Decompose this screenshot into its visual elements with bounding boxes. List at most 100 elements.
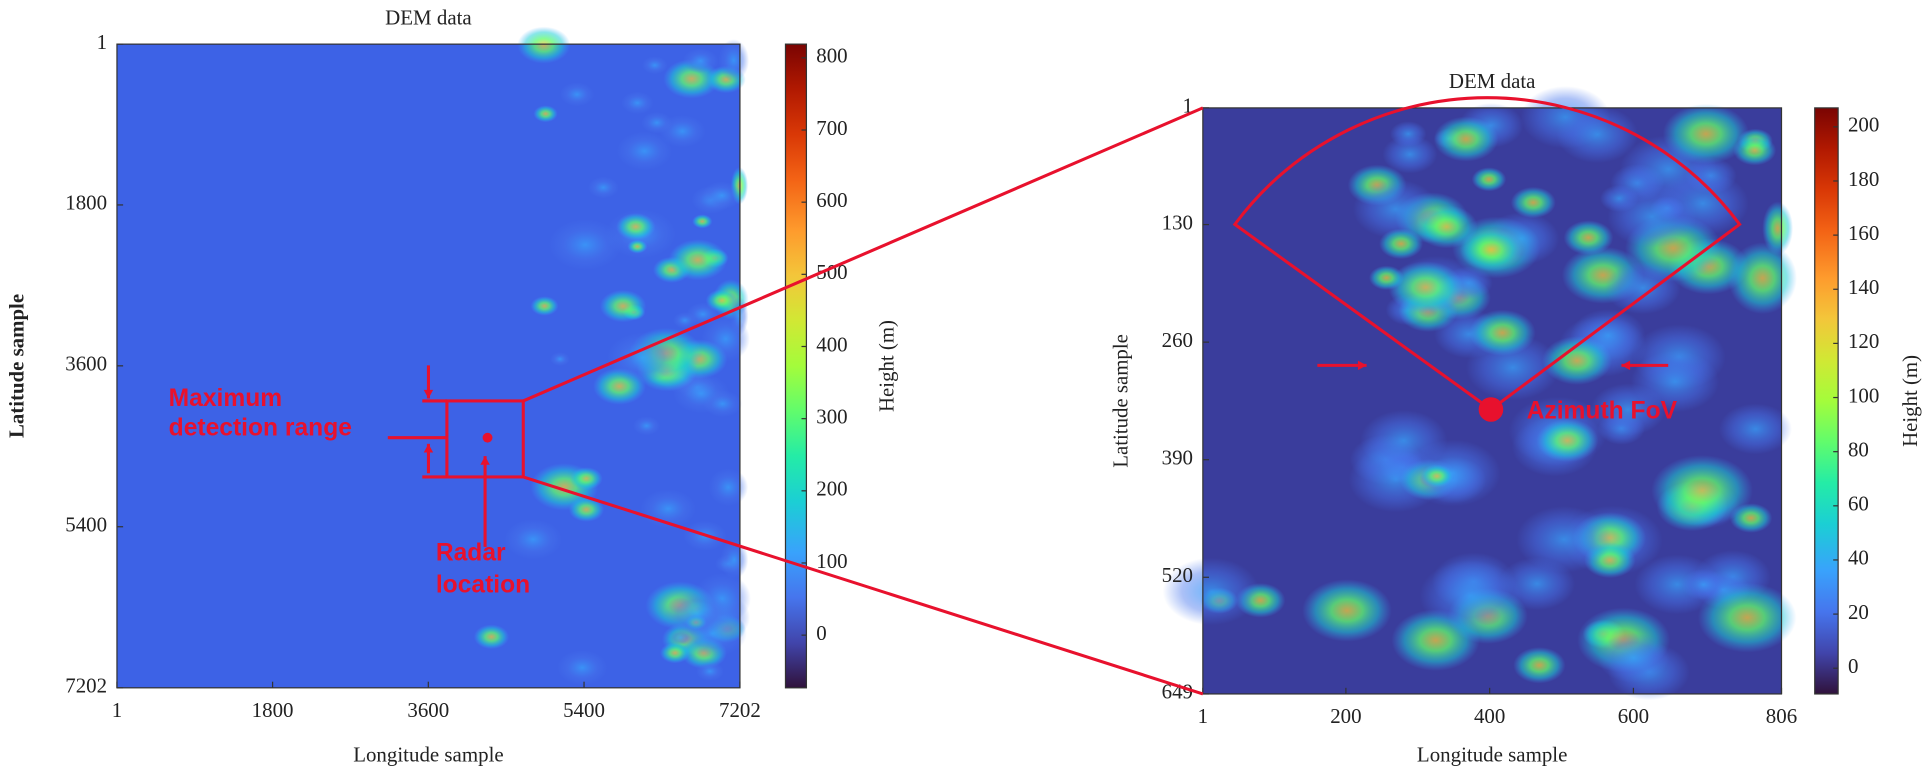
terrain <box>1728 242 1797 315</box>
x-tick-label: 1800 <box>252 698 294 722</box>
terrain <box>1563 220 1614 255</box>
terrain <box>1733 135 1777 166</box>
y-tick-label: 520 <box>1162 563 1193 587</box>
annotation: Maximum <box>169 385 283 412</box>
terrain <box>1369 265 1404 291</box>
x-tick-label: 400 <box>1474 704 1505 728</box>
terrain <box>504 519 563 560</box>
terrain <box>729 296 749 336</box>
terrain <box>641 111 673 134</box>
terrain <box>569 467 603 491</box>
terrain <box>1604 261 1681 315</box>
terrain <box>1302 579 1392 642</box>
terrain <box>517 26 571 64</box>
x-tick-label: 200 <box>1330 704 1361 728</box>
terrain <box>1697 582 1797 653</box>
colorbar-tick-label: 0 <box>1848 654 1858 678</box>
terrain <box>550 352 570 366</box>
colorbar-tick-label: 0 <box>816 621 826 645</box>
y-tick-label: 5400 <box>65 513 107 537</box>
terrain <box>695 661 724 682</box>
colorbar-tick-label: 300 <box>816 404 847 428</box>
terrain <box>641 56 668 75</box>
colorbar-tick-label: 40 <box>1848 546 1869 570</box>
annotation: detection range <box>169 415 352 442</box>
y-tick-label: 130 <box>1162 210 1193 234</box>
chart-title: DEM data <box>385 5 472 29</box>
terrain <box>473 624 510 650</box>
x-tick-label: 7202 <box>719 698 761 722</box>
y-axis-label: Latitude sample <box>1109 334 1133 468</box>
colorbar-tick-label: 200 <box>1848 113 1879 137</box>
terrain <box>1651 455 1753 526</box>
terrain <box>1471 167 1507 192</box>
terrain <box>1556 106 1639 164</box>
arrow-head <box>1357 360 1367 371</box>
zoom-line <box>522 106 1204 403</box>
terrain <box>1607 185 1697 248</box>
terrain <box>718 39 750 82</box>
y-tick-label: 649 <box>1162 680 1193 704</box>
terrain <box>587 176 619 199</box>
terrain <box>1542 336 1612 385</box>
colorbar-label: Height (m) <box>1898 355 1922 447</box>
terrain <box>1388 261 1464 314</box>
colorbar-label: Height (m) <box>875 320 899 412</box>
plot-frame <box>1202 107 1783 695</box>
colorbar-tick-label: 500 <box>816 260 847 284</box>
terrain <box>559 82 595 107</box>
x-tick-label: 3600 <box>407 698 449 722</box>
terrain <box>672 312 697 329</box>
terrain <box>1433 116 1499 162</box>
x-axis-label: Longitude sample <box>1417 742 1567 766</box>
fov-sector <box>1232 96 1742 412</box>
terrain <box>616 212 656 241</box>
terrain <box>1762 201 1794 256</box>
terrain <box>1390 121 1427 147</box>
y-tick-label: 7202 <box>65 674 107 698</box>
colorbar-tick-label: 60 <box>1848 492 1869 516</box>
terrain <box>1536 418 1599 463</box>
terrain <box>599 289 647 323</box>
colorbar-tick-label: 120 <box>1848 329 1879 353</box>
chart-title: DEM data <box>1449 69 1536 93</box>
terrain <box>1510 186 1556 219</box>
terrain <box>1382 135 1438 174</box>
colorbar-tick-label: 100 <box>816 549 847 573</box>
arrow-head <box>423 443 434 453</box>
terrain <box>533 105 558 123</box>
terrain <box>1162 557 1260 626</box>
x-axis-label: Longitude sample <box>353 742 503 766</box>
terrain <box>1597 632 1670 683</box>
colorbar-tick-label: 800 <box>816 44 847 68</box>
colorbar-tick-label: 180 <box>1848 167 1879 191</box>
arrow-head <box>423 389 434 399</box>
terrain <box>1415 205 1478 249</box>
colorbar-tick-label: 140 <box>1848 275 1879 299</box>
terrain <box>1419 560 1522 632</box>
colorbar-tick-label: 20 <box>1848 600 1869 624</box>
terrain <box>627 239 648 254</box>
y-tick-label: 260 <box>1162 328 1193 352</box>
y-axis-label: Latitude sample <box>4 294 28 438</box>
y-tick-label: 1800 <box>65 191 107 215</box>
x-tick-label: 806 <box>1766 704 1797 728</box>
terrain <box>703 390 742 418</box>
terrain <box>606 332 679 383</box>
arrow-head <box>480 456 490 465</box>
terrain <box>632 416 661 436</box>
y-tick-label: 1 <box>97 30 107 54</box>
radar-dot <box>1478 397 1504 422</box>
terrain <box>557 650 608 686</box>
zoom-line <box>522 475 1204 696</box>
terrain <box>1513 647 1566 684</box>
terrain <box>1516 506 1612 573</box>
terrain <box>660 642 691 664</box>
terrain <box>682 48 719 74</box>
terrain <box>1420 464 1454 488</box>
terrain <box>530 296 559 316</box>
terrain <box>1379 228 1424 260</box>
